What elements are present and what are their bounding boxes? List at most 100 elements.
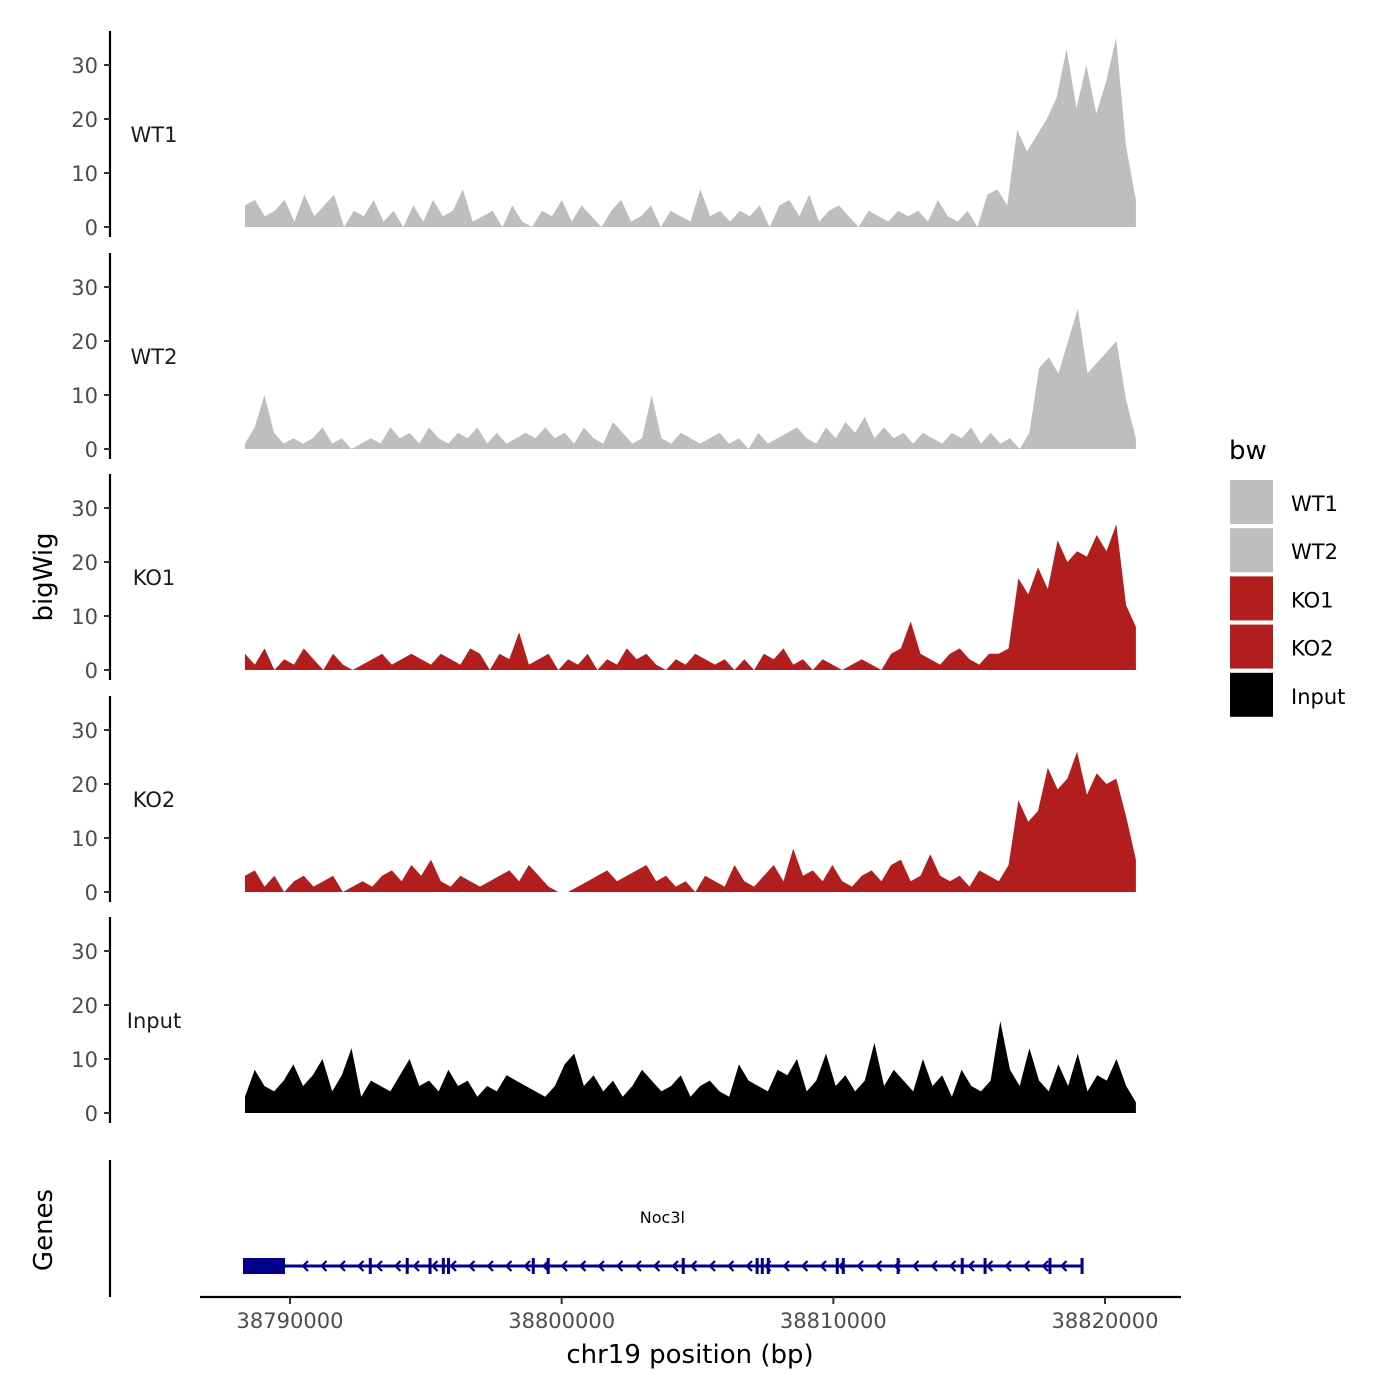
strand-arrow-icon [1059, 1260, 1068, 1272]
strand-arrow-icon [745, 1260, 753, 1272]
y-tick-label: 20 [71, 994, 98, 1018]
strand-arrow-icon [523, 1260, 531, 1272]
strand-arrow-icon [671, 1260, 679, 1272]
strand-arrow-icon [930, 1260, 938, 1272]
y-tick-label: 10 [71, 384, 98, 408]
strand-arrow-icon [985, 1260, 994, 1272]
gene-exon [428, 1258, 432, 1274]
panel-input: 0 10 20 30 Input [71, 917, 1136, 1126]
y-tick-label: 20 [71, 108, 98, 132]
strand-arrow-icon [689, 1260, 698, 1272]
gene-exon [760, 1258, 764, 1274]
panel-label: WT1 [131, 123, 178, 147]
gene-exon [243, 1258, 286, 1274]
strand-arrow-icon [301, 1260, 309, 1272]
strand-arrow-icon [449, 1260, 457, 1272]
legend-label: Input [1291, 685, 1345, 709]
strand-arrow-icon [356, 1260, 365, 1272]
signal-area-input [245, 1021, 1136, 1113]
gene-exon [368, 1258, 372, 1274]
strand-arrow-icon [560, 1260, 568, 1272]
gene-exon [1080, 1258, 1084, 1274]
legend: bw WT1 WT2 KO1 KO2 Input [1229, 436, 1345, 717]
legend-label: KO1 [1291, 588, 1334, 612]
strand-arrow-icon [634, 1260, 642, 1272]
y-tick-label: 0 [85, 659, 98, 683]
panel-label: KO1 [133, 566, 176, 590]
gene-exon [755, 1258, 759, 1274]
strand-arrow-icon [375, 1260, 383, 1272]
gene-exon [405, 1258, 409, 1274]
y-tick-label: 30 [71, 276, 98, 300]
legend-key-ko2 [1230, 624, 1273, 669]
x-tick-label: 38800000 [508, 1309, 615, 1333]
panel-ko2: 0 10 20 30 KO2 [71, 696, 1136, 905]
strand-arrow-icon [856, 1260, 864, 1272]
panel-label: KO2 [133, 788, 176, 812]
strand-arrow-icon [597, 1260, 605, 1272]
gene-label: Noc3l [640, 1208, 685, 1227]
strand-arrow-icon [393, 1260, 402, 1272]
y-tick-label: 20 [71, 330, 98, 354]
panel-wt1: 0 10 20 30 WT1 [71, 31, 1136, 240]
legend-key-wt1 [1230, 480, 1273, 524]
legend-label: KO2 [1291, 637, 1334, 661]
strand-arrow-icon [1041, 1260, 1049, 1272]
y-tick-label: 30 [71, 719, 98, 743]
legend-label: WT2 [1291, 540, 1338, 564]
strand-arrow-icon [338, 1260, 346, 1272]
y-tick-label: 30 [71, 497, 98, 521]
y-tick-label: 30 [71, 940, 98, 964]
strand-arrow-icon [819, 1260, 827, 1272]
y-tick-label: 10 [71, 162, 98, 186]
y-tick-label: 0 [85, 881, 98, 905]
y-tick-label: 20 [71, 551, 98, 575]
strand-arrow-icon [504, 1260, 513, 1272]
y-tick-label: 30 [71, 54, 98, 78]
strand-arrow-icon [708, 1260, 716, 1272]
strand-arrow-icon [1022, 1260, 1031, 1272]
legend-key-ko1 [1230, 576, 1273, 621]
gene-panel-title: Genes [29, 1189, 59, 1271]
gene-panel: Noc3l [108, 1160, 1084, 1297]
legend-key-wt2 [1230, 528, 1273, 573]
gene-exon [1048, 1258, 1052, 1274]
panel-wt2: 0 10 20 30 WT2 [71, 253, 1136, 462]
gene-exon [896, 1258, 900, 1274]
gene-exon [447, 1258, 451, 1274]
strand-arrow-icon [782, 1260, 790, 1272]
gene-exon [841, 1258, 845, 1274]
strand-arrow-icon [467, 1260, 476, 1272]
x-tick-label: 38820000 [1052, 1309, 1159, 1333]
strand-arrow-icon [319, 1260, 328, 1272]
legend-title: bw [1229, 436, 1267, 466]
panel-label: Input [127, 1009, 181, 1033]
strand-arrow-icon [967, 1260, 975, 1272]
y-tick-label: 0 [85, 438, 98, 462]
signal-area-ko1 [245, 524, 1136, 670]
gene-exon [835, 1258, 839, 1274]
y-tick-label: 10 [71, 827, 98, 851]
strand-arrow-icon [874, 1260, 883, 1272]
y-tick-label: 20 [71, 773, 98, 797]
x-axis: 38790000 38800000 38810000 38820000 [200, 1295, 1181, 1333]
y-tick-label: 0 [85, 216, 98, 240]
strand-arrow-icon [911, 1260, 920, 1272]
x-tick-label: 38790000 [237, 1309, 344, 1333]
strand-arrow-icon [652, 1260, 661, 1272]
gene-exon [681, 1258, 685, 1274]
strand-arrow-icon [486, 1260, 494, 1272]
panel-label: WT2 [131, 345, 178, 369]
gene-exon [766, 1258, 770, 1274]
strand-arrow-icon [578, 1260, 587, 1272]
signal-area-wt1 [245, 38, 1136, 227]
strand-arrow-icon [726, 1260, 735, 1272]
x-axis-title: chr19 position (bp) [566, 1340, 813, 1370]
strand-arrow-icon [615, 1260, 624, 1272]
strand-arrow-icon [800, 1260, 809, 1272]
strand-arrow-icon [1004, 1260, 1012, 1272]
y-axis-title: bigWig [29, 532, 59, 621]
strand-arrow-icon [948, 1260, 957, 1272]
gene-exon [960, 1258, 964, 1274]
